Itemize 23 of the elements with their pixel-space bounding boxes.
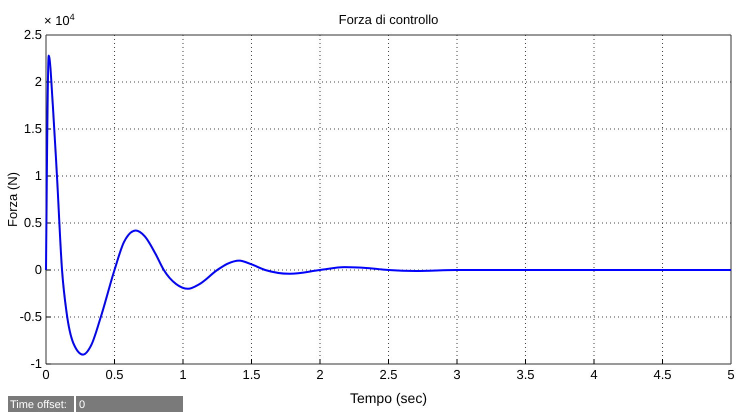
x-tick-label: 3 [453, 367, 461, 382]
x-tick-label: 2.5 [379, 367, 398, 382]
x-tick-label: 0.5 [105, 367, 124, 382]
y-tick-label: -0.5 [20, 309, 42, 324]
x-tick-label: 2 [316, 367, 324, 382]
x-tick-label: 4 [590, 367, 598, 382]
text: × 10$^{4}$ [44, 12, 75, 28]
y-axis-title: Forza (N) [5, 172, 20, 227]
chart-title: Forza di controllo [338, 12, 438, 27]
line-series [45, 54, 732, 356]
x-tick-label: 1 [179, 367, 187, 382]
x-tick-label: 1.5 [242, 367, 261, 382]
x-axis-title: Tempo (sec) [350, 390, 428, 406]
x-tick-label: 5 [727, 367, 735, 382]
y-tick-label: 2.5 [24, 27, 42, 42]
y-tick-label: 2 [34, 74, 42, 90]
x-tick-label: 4.5 [653, 367, 672, 382]
y-tick-label: -1 [30, 356, 42, 372]
y-tick-label: 1 [34, 168, 42, 184]
y-tick-label: 0 [34, 262, 42, 278]
y-tick-label: 0.5 [24, 215, 42, 230]
x-tick-label: 3.5 [516, 367, 535, 382]
y-tick-label: 1.5 [24, 121, 42, 136]
